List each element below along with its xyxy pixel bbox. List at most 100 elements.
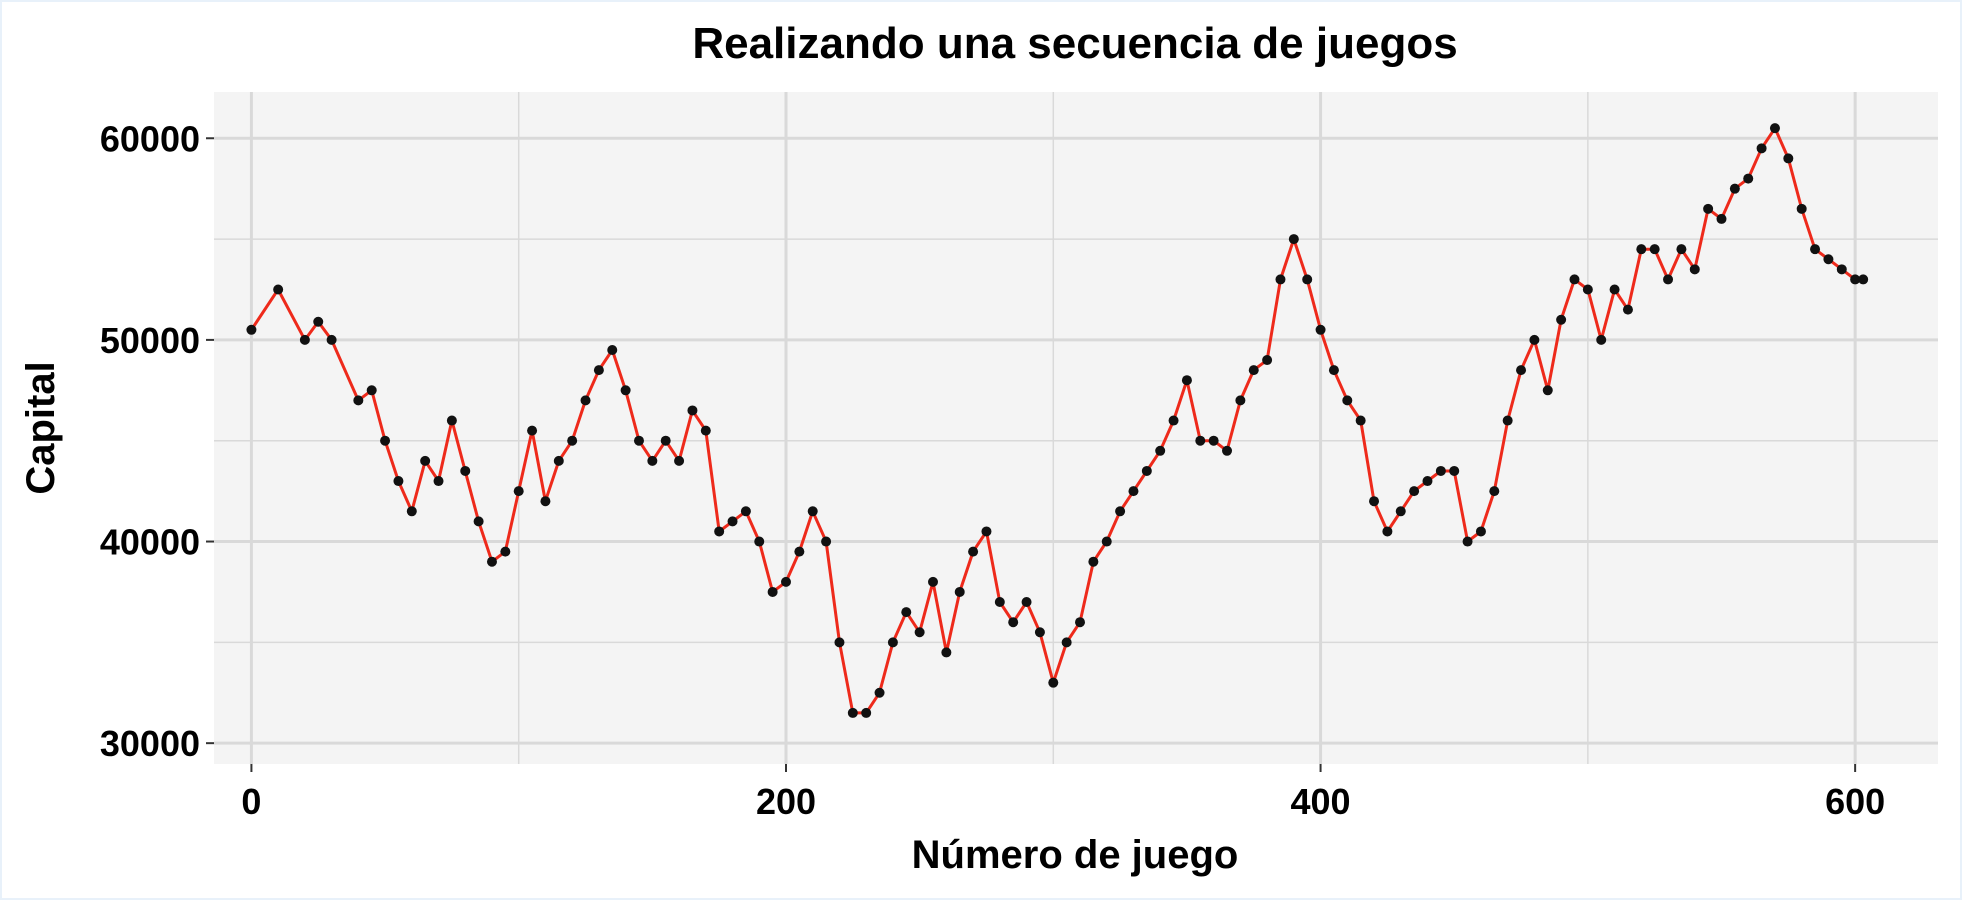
- y-tick-label: 50000: [100, 320, 200, 361]
- data-point: [1663, 274, 1674, 285]
- data-point: [553, 455, 564, 466]
- x-axis-ticks: 0 200 400 600: [241, 764, 1885, 822]
- x-tick-label: 0: [241, 781, 261, 822]
- data-point: [1636, 244, 1647, 255]
- data-point: [1556, 314, 1567, 325]
- data-point: [1823, 254, 1834, 265]
- data-point: [994, 597, 1005, 608]
- data-point: [1275, 274, 1286, 285]
- data-point: [1155, 445, 1166, 456]
- data-point: [246, 324, 257, 335]
- data-point: [874, 687, 885, 698]
- x-tick-label: 200: [756, 781, 816, 822]
- data-point: [406, 506, 417, 517]
- data-point: [727, 516, 738, 527]
- data-point: [1516, 365, 1527, 376]
- data-point: [968, 546, 979, 557]
- data-point: [700, 425, 711, 436]
- data-point: [540, 496, 551, 507]
- data-point: [1195, 435, 1206, 446]
- data-point: [674, 455, 685, 466]
- data-point: [1622, 304, 1633, 315]
- data-point: [393, 476, 404, 487]
- data-point: [1729, 183, 1740, 194]
- data-point: [687, 405, 698, 416]
- data-point: [1542, 385, 1553, 396]
- y-tick-label: 40000: [100, 522, 200, 563]
- data-point: [887, 637, 898, 648]
- data-point: [460, 465, 471, 476]
- data-point: [981, 526, 992, 537]
- data-point: [273, 284, 284, 295]
- data-point: [1716, 213, 1727, 224]
- data-point: [1034, 627, 1045, 638]
- data-point: [1222, 445, 1233, 456]
- data-point: [1489, 486, 1500, 497]
- data-point: [928, 576, 939, 587]
- data-point: [767, 586, 778, 597]
- data-point: [1850, 274, 1861, 285]
- data-point: [847, 707, 858, 718]
- data-point: [1262, 355, 1273, 366]
- data-point: [1435, 465, 1446, 476]
- data-point: [486, 556, 497, 567]
- data-point: [954, 586, 965, 597]
- data-point: [1128, 486, 1139, 497]
- y-tick-label: 60000: [100, 118, 200, 159]
- data-point: [633, 435, 644, 446]
- data-point: [620, 385, 631, 396]
- data-point: [740, 506, 751, 517]
- data-point: [1248, 365, 1259, 376]
- data-point: [647, 455, 658, 466]
- data-point: [941, 647, 952, 658]
- x-tick-label: 600: [1825, 781, 1885, 822]
- data-point: [1315, 324, 1326, 335]
- data-point: [1756, 143, 1767, 154]
- y-axis-label: Capital: [19, 361, 63, 494]
- y-axis-ticks: 30000 40000 50000 60000: [100, 118, 214, 764]
- data-point: [1208, 435, 1219, 446]
- data-point: [473, 516, 484, 527]
- data-point: [1141, 465, 1152, 476]
- data-point: [834, 637, 845, 648]
- data-point: [1061, 637, 1072, 648]
- data-point: [1328, 365, 1339, 376]
- data-point: [1743, 173, 1754, 184]
- data-point: [1796, 203, 1807, 214]
- data-point: [1302, 274, 1313, 285]
- data-point: [580, 395, 591, 406]
- data-point: [1529, 334, 1540, 345]
- data-point: [1462, 536, 1473, 547]
- data-point: [1355, 415, 1366, 426]
- data-point: [1342, 395, 1353, 406]
- data-point: [1475, 526, 1486, 537]
- data-point: [1288, 234, 1299, 245]
- data-point: [1609, 284, 1620, 295]
- data-point: [420, 455, 431, 466]
- data-point: [1235, 395, 1246, 406]
- data-point: [1382, 526, 1393, 537]
- data-point: [1369, 496, 1380, 507]
- data-point: [366, 385, 377, 396]
- data-point: [1101, 536, 1112, 547]
- data-point: [607, 344, 618, 355]
- series-points: [246, 123, 1869, 718]
- grid-lines: [214, 92, 1938, 764]
- data-point: [1048, 677, 1059, 688]
- data-point: [1449, 465, 1460, 476]
- data-point: [1168, 415, 1179, 426]
- data-point: [1115, 506, 1126, 517]
- data-point: [1649, 244, 1660, 255]
- data-point: [353, 395, 364, 406]
- data-point: [513, 486, 524, 497]
- data-point: [1858, 274, 1869, 285]
- data-point: [527, 425, 538, 436]
- data-point: [821, 536, 832, 547]
- data-point: [1422, 476, 1433, 487]
- data-point: [1181, 375, 1192, 386]
- data-point: [1769, 123, 1780, 134]
- data-point: [326, 334, 337, 345]
- data-point: [446, 415, 457, 426]
